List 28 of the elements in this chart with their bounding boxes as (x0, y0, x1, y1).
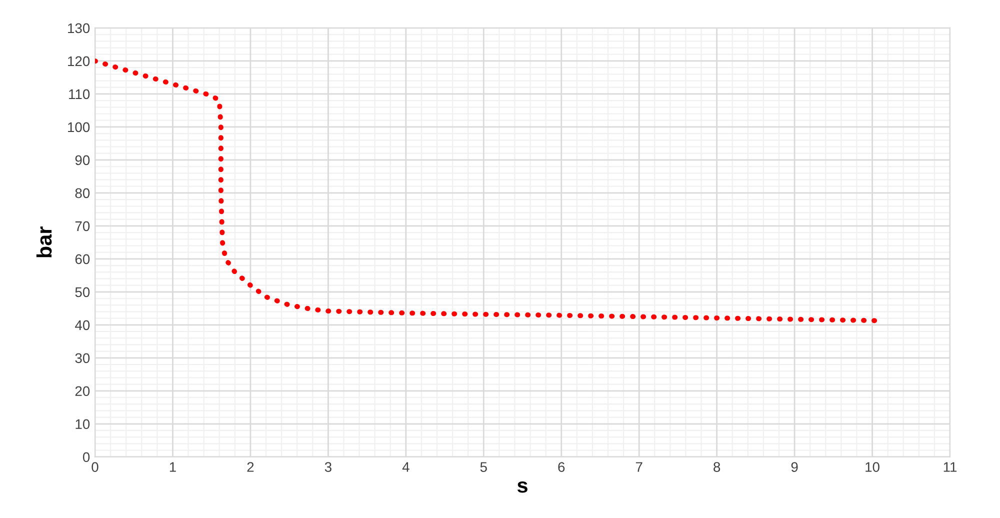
y-tick-label: 30 (75, 353, 90, 364)
x-tick-label: 8 (714, 462, 720, 472)
y-axis-title: bar (36, 226, 52, 258)
x-tick-label: 1 (170, 462, 176, 472)
y-tick-label: 40 (75, 320, 90, 330)
x-tick-label: 4 (402, 462, 410, 472)
x-axis-title: s (517, 481, 528, 493)
x-tick-label: 11 (944, 462, 957, 472)
y-tick-label: 130 (68, 23, 90, 34)
x-tick-label: 7 (636, 462, 642, 472)
y-tick-label: 110 (69, 89, 90, 100)
x-tick-label: 0 (92, 462, 98, 472)
x-tick-label: 3 (324, 462, 332, 472)
x-tick-label: 6 (558, 462, 565, 472)
y-tick-label: 90 (75, 155, 90, 166)
x-tick-label: 5 (480, 462, 487, 472)
y-tick-label: 60 (75, 254, 90, 264)
y-tick-label: 10 (76, 419, 90, 430)
y-tick-label: 20 (75, 386, 90, 396)
y-tick-label: 70 (75, 221, 90, 232)
x-tick-label: 10 (866, 462, 880, 472)
y-tick-label: 100 (68, 122, 90, 132)
x-tick-label: 9 (791, 462, 798, 472)
y-tick-label: 80 (75, 188, 90, 198)
y-tick-label: 120 (68, 56, 90, 66)
y-tick-label: 0 (82, 452, 90, 462)
x-tick-label: 2 (247, 462, 254, 472)
y-tick-label: 50 (75, 287, 90, 298)
